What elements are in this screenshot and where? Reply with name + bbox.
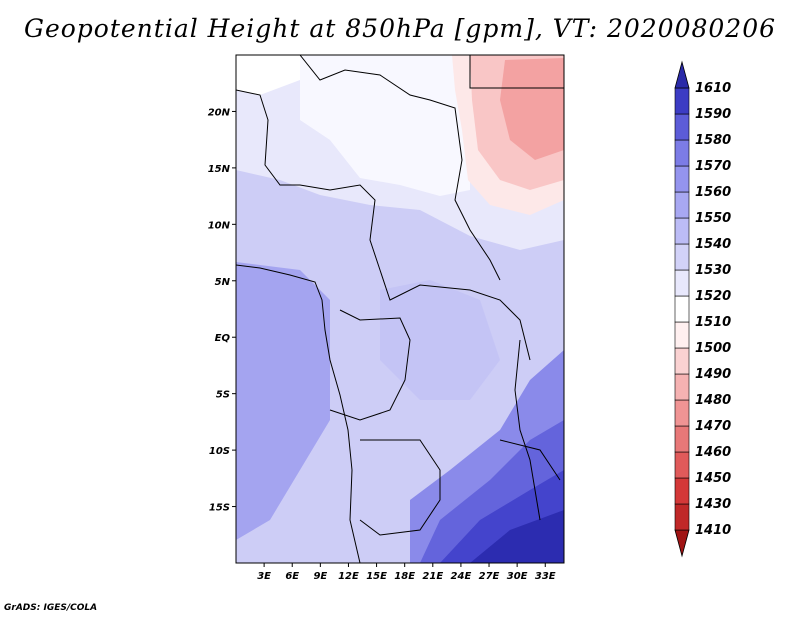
colorbar-segment bbox=[674, 139, 690, 167]
border-5 bbox=[499, 439, 561, 481]
border-1 bbox=[236, 89, 531, 361]
colorbar-label: 1540 bbox=[695, 237, 731, 252]
colorbar-label: 1610 bbox=[695, 81, 731, 96]
field-nw-white bbox=[236, 55, 300, 95]
lon-tick-label: 18E bbox=[394, 571, 415, 582]
lon-tick-label: 30E bbox=[507, 571, 528, 582]
colorbar-label: 1410 bbox=[695, 523, 731, 538]
field-ne-red bbox=[500, 58, 564, 160]
colorbar-label: 1560 bbox=[695, 185, 731, 200]
colorbar-segment bbox=[674, 191, 690, 219]
colorbar-arrow-low bbox=[674, 529, 690, 558]
colorbar-segment bbox=[674, 451, 690, 479]
colorbar-segment bbox=[674, 165, 690, 193]
lat-tick-label: 5S bbox=[216, 390, 230, 401]
border-lakes bbox=[514, 339, 541, 521]
lat-tick-label: 10N bbox=[208, 220, 231, 231]
lon-tick-label: 12E bbox=[338, 571, 359, 582]
colorbar-label: 1490 bbox=[695, 367, 731, 382]
colorbar-label: 1550 bbox=[695, 211, 731, 226]
lat-tick-label: 20N bbox=[208, 107, 231, 118]
lon-tick-label: 27E bbox=[479, 571, 500, 582]
chart-title: Geopotential Height at 850hPa [gpm], VT:… bbox=[23, 14, 777, 43]
colorbar-segment bbox=[674, 477, 690, 505]
colorbar-segment bbox=[674, 321, 690, 349]
colorbar-label: 1520 bbox=[695, 289, 731, 304]
lon-tick-label: 6E bbox=[285, 571, 299, 582]
border-2 bbox=[299, 55, 501, 281]
colorbar-label: 1450 bbox=[695, 471, 731, 486]
lat-tick-label: 15N bbox=[208, 164, 231, 175]
colorbar-segment bbox=[674, 503, 690, 531]
colorbar-label: 1510 bbox=[695, 315, 731, 330]
colorbar-segment bbox=[674, 425, 690, 453]
colorbar-label: 1580 bbox=[695, 133, 731, 148]
field-ocean-west bbox=[236, 262, 330, 540]
lat-tick-label: 5N bbox=[215, 277, 231, 288]
field-sahel-white bbox=[300, 55, 470, 196]
colorbar-segment bbox=[674, 269, 690, 297]
colorbar-segment bbox=[674, 295, 690, 323]
lon-tick-label: 24E bbox=[451, 571, 472, 582]
map-borders bbox=[236, 55, 564, 563]
lat-tick-label: 10S bbox=[209, 446, 230, 457]
colorbar-label: 1570 bbox=[695, 159, 731, 174]
colorbar-label: 1460 bbox=[695, 445, 731, 460]
lat-tick-label: EQ bbox=[215, 333, 231, 344]
border-egypt bbox=[469, 55, 564, 89]
lon-tick-label: 33E bbox=[535, 571, 556, 582]
colorbar-segment bbox=[674, 113, 690, 141]
field-central-patch bbox=[380, 280, 500, 400]
colorbar-label: 1430 bbox=[695, 497, 731, 512]
colorbar-segment bbox=[674, 347, 690, 375]
plot-frame bbox=[235, 54, 565, 564]
map-field bbox=[236, 55, 564, 563]
colorbar-label: 1470 bbox=[695, 419, 731, 434]
lon-tick-label: 15E bbox=[366, 571, 387, 582]
border-4 bbox=[359, 439, 441, 536]
colorbar: 1610 1590 1580 1570 1560 1550 1540 1530 1520 1510… bbox=[674, 60, 731, 558]
lon-tick-label: 3E bbox=[257, 571, 271, 582]
colorbar-label: 1530 bbox=[695, 263, 731, 278]
colorbar-segment bbox=[674, 373, 690, 401]
colorbar-label: 1500 bbox=[695, 341, 731, 356]
colorbar-label: 1480 bbox=[695, 393, 731, 408]
lon-tick-label: 21E bbox=[422, 571, 443, 582]
lon-tick-label: 9E bbox=[313, 571, 327, 582]
border-3 bbox=[329, 309, 411, 421]
colorbar-label: 1590 bbox=[695, 107, 731, 122]
lon-axis: 3E 6E 9E 12E 15E 18E 21E 24E 27E 30E 33E bbox=[257, 563, 556, 582]
credit-label: GrADS: IGES/COLA bbox=[4, 603, 98, 613]
coastline-west bbox=[236, 264, 361, 563]
lat-tick-label: 15S bbox=[209, 503, 230, 514]
colorbar-segment bbox=[674, 87, 690, 115]
colorbar-segment bbox=[674, 217, 690, 245]
field-se-4 bbox=[470, 510, 564, 563]
colorbar-arrow-high bbox=[674, 60, 690, 89]
colorbar-segment bbox=[674, 399, 690, 427]
lat-axis: 20N 15N 10N 5N EQ 5S 10S 15S bbox=[208, 107, 236, 514]
colorbar-segment bbox=[674, 243, 690, 271]
